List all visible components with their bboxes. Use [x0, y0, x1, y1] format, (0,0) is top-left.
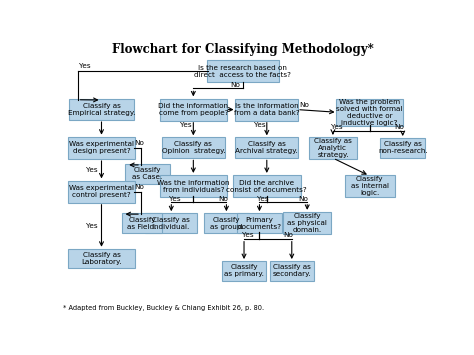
FancyBboxPatch shape — [236, 137, 298, 158]
Text: Is the information
from a data bank?: Is the information from a data bank? — [234, 103, 300, 116]
FancyBboxPatch shape — [237, 213, 282, 233]
Text: Classify as
Opinion  strategy.: Classify as Opinion strategy. — [162, 141, 225, 154]
Text: * Adapted from Buckley, Buckley & Chiang Exhibit 26, p. 80.: * Adapted from Buckley, Buckley & Chiang… — [63, 305, 264, 311]
Text: Classify as
Empirical strategy.: Classify as Empirical strategy. — [68, 103, 135, 116]
FancyBboxPatch shape — [68, 249, 135, 268]
Text: No: No — [394, 125, 404, 131]
Text: Classify
as Case.: Classify as Case. — [132, 167, 163, 180]
Text: Was the problem
solved with formal
deductive or
inductive logic?: Was the problem solved with formal deduc… — [337, 99, 403, 126]
FancyBboxPatch shape — [121, 213, 162, 233]
Text: No: No — [134, 184, 144, 190]
FancyBboxPatch shape — [309, 137, 357, 159]
FancyBboxPatch shape — [236, 98, 298, 121]
Text: Was the information
from individuals?: Was the information from individuals? — [157, 180, 229, 193]
Text: Yes: Yes — [257, 196, 269, 202]
Text: No: No — [299, 196, 309, 202]
Text: Yes: Yes — [242, 231, 254, 237]
Text: No: No — [300, 102, 310, 108]
FancyBboxPatch shape — [162, 137, 225, 158]
Text: Primary
documents?: Primary documents? — [237, 217, 282, 230]
FancyBboxPatch shape — [345, 175, 395, 197]
FancyBboxPatch shape — [207, 60, 279, 82]
Text: No: No — [283, 231, 293, 237]
Text: Was experimental
design present?: Was experimental design present? — [69, 141, 134, 154]
FancyBboxPatch shape — [270, 261, 314, 280]
Text: Flowchart for Classifying Methodology*: Flowchart for Classifying Methodology* — [112, 43, 374, 56]
FancyBboxPatch shape — [283, 212, 331, 234]
Text: Classify
as internal
logic.: Classify as internal logic. — [351, 176, 389, 196]
Text: Classify
as group.: Classify as group. — [210, 217, 243, 230]
Text: Was experimental
control present?: Was experimental control present? — [69, 185, 134, 198]
Text: Yes: Yes — [169, 196, 181, 202]
Text: Yes: Yes — [86, 223, 98, 229]
Text: Is the research based on
direct  access to the facts?: Is the research based on direct access t… — [194, 65, 292, 78]
FancyBboxPatch shape — [160, 175, 227, 197]
FancyBboxPatch shape — [69, 99, 134, 120]
Text: Classify as
non-research.: Classify as non-research. — [378, 141, 428, 154]
Text: Classify as
individual.: Classify as individual. — [152, 217, 190, 230]
Text: Yes: Yes — [180, 122, 192, 128]
FancyBboxPatch shape — [68, 180, 135, 203]
Text: Yes: Yes — [254, 122, 265, 128]
Text: Yes: Yes — [331, 125, 342, 131]
Text: No: No — [231, 82, 240, 88]
Text: Classify
as Field.: Classify as Field. — [127, 217, 156, 230]
Text: Classify
as primary.: Classify as primary. — [224, 264, 264, 277]
FancyBboxPatch shape — [68, 137, 135, 159]
FancyBboxPatch shape — [204, 213, 249, 233]
FancyBboxPatch shape — [146, 213, 197, 233]
FancyBboxPatch shape — [125, 164, 170, 184]
Text: Did the information
come from people?: Did the information come from people? — [158, 103, 228, 116]
Text: No: No — [218, 196, 228, 202]
FancyBboxPatch shape — [337, 98, 403, 126]
Text: Classify as
Analytic
strategy.: Classify as Analytic strategy. — [314, 138, 352, 158]
Text: Did the archive
consist of documents?: Did the archive consist of documents? — [227, 180, 307, 193]
Text: Classify as
Archival strategy.: Classify as Archival strategy. — [236, 141, 298, 154]
FancyBboxPatch shape — [381, 138, 425, 158]
FancyBboxPatch shape — [222, 261, 266, 280]
Text: No: No — [134, 140, 144, 146]
Text: Yes: Yes — [79, 64, 91, 69]
Text: Classify
as physical
domain.: Classify as physical domain. — [287, 213, 327, 233]
FancyBboxPatch shape — [160, 98, 227, 121]
Text: Classify as
Laboratory.: Classify as Laboratory. — [81, 252, 122, 265]
Text: Classify as
secondary.: Classify as secondary. — [273, 264, 311, 277]
FancyBboxPatch shape — [233, 175, 301, 197]
Text: Yes: Yes — [86, 167, 98, 173]
